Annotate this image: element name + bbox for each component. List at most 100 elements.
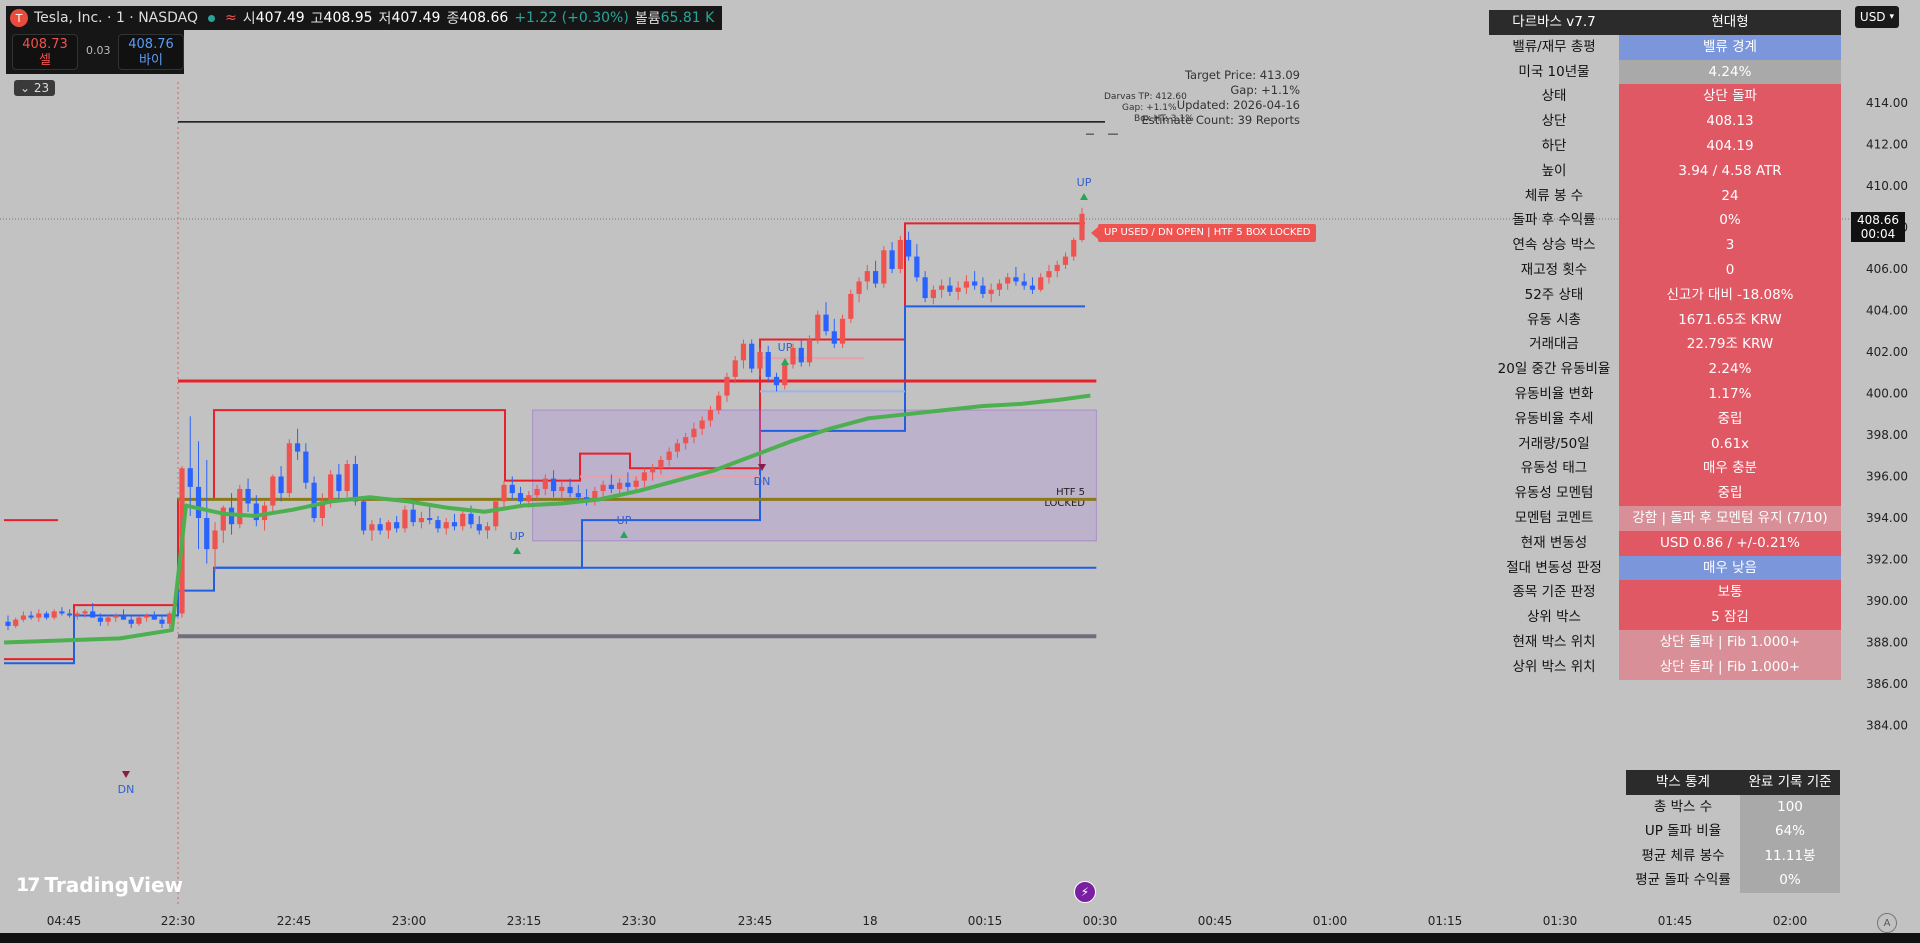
- y-tick-label: 410.00: [1866, 179, 1908, 193]
- panel-row: 높이 3.94 / 4.58 ATR: [1489, 158, 1841, 184]
- candle-body: [765, 352, 771, 377]
- symbol-title[interactable]: Tesla, Inc. · 1 · NASDAQ: [34, 10, 199, 26]
- x-tick-label: 01:00: [1313, 914, 1348, 928]
- x-tick-label: 23:15: [507, 914, 542, 928]
- candle-body: [270, 476, 276, 506]
- candle: [641, 468, 647, 487]
- stats-header: 박스 통계 완료 기록 기준: [1626, 770, 1840, 795]
- candle: [1005, 273, 1011, 290]
- candle-body: [1054, 264, 1060, 272]
- candle-body: [732, 360, 738, 377]
- candle: [501, 480, 507, 510]
- candle: [1038, 273, 1044, 292]
- panel-row-label: 유동성 태그: [1520, 460, 1588, 477]
- tradingview-logo[interactable]: 17 TradingView: [16, 873, 183, 897]
- stats-row-value: 11.11봉: [1740, 843, 1840, 868]
- panel-row-value: 24: [1619, 183, 1841, 209]
- lightning-icon[interactable]: ⚡: [1074, 881, 1096, 903]
- candle-body: [567, 486, 573, 494]
- candle: [914, 244, 920, 282]
- candle-body: [136, 617, 142, 624]
- candle-body: [724, 376, 730, 396]
- candle-body: [394, 522, 400, 529]
- indicator-toggle[interactable]: ⌄ 23: [14, 80, 56, 96]
- candle-body: [237, 488, 243, 525]
- panel-row-value: 상단 돌파 | Fib 1.000+: [1619, 629, 1841, 655]
- candle-body: [592, 491, 598, 500]
- candle: [806, 335, 813, 367]
- candle: [650, 464, 656, 481]
- candle-body: [1046, 271, 1052, 278]
- candle-body: [319, 501, 325, 518]
- candle: [286, 439, 292, 498]
- candle: [90, 603, 96, 618]
- candle: [394, 515, 400, 533]
- candle-body: [59, 611, 65, 614]
- candle-body: [716, 395, 722, 411]
- signal-label: UP: [778, 341, 793, 354]
- candle: [319, 493, 325, 527]
- panel-row-label: 상위 박스: [1527, 609, 1581, 626]
- candle-body: [848, 293, 854, 319]
- candle: [294, 428, 301, 460]
- panel-row: 연속 상승 박스 3: [1489, 233, 1841, 258]
- candle: [1029, 277, 1036, 294]
- candle: [972, 271, 978, 290]
- buy-button[interactable]: 408.76 바이: [118, 34, 184, 70]
- y-tick-label: 386.00: [1866, 677, 1908, 691]
- candle-body: [757, 352, 763, 369]
- panel-row-value: 보통: [1619, 580, 1841, 606]
- candle: [97, 613, 103, 626]
- candle-body: [839, 318, 846, 344]
- candle-body: [13, 619, 19, 626]
- candle: [716, 391, 722, 415]
- target-updated: Updated: 2026-04-16: [1176, 98, 1300, 112]
- candle-body: [1062, 256, 1069, 265]
- candle-body: [476, 524, 482, 531]
- candle-body: [707, 410, 714, 421]
- x-tick-label: 22:45: [277, 914, 312, 928]
- candle-body: [97, 617, 103, 622]
- candle: [336, 464, 342, 500]
- panel-mode: 현대형: [1619, 10, 1841, 35]
- stats-basis: 완료 기록 기준: [1740, 770, 1840, 795]
- panel-row-value: 밸류 경계: [1619, 34, 1841, 60]
- low-value: 407.49: [391, 10, 441, 26]
- candle: [963, 275, 970, 294]
- candle: [59, 607, 65, 616]
- panel-row: 체류 봉 수 24: [1489, 183, 1841, 209]
- candle-body: [159, 619, 165, 624]
- stats-row-value: 0%: [1740, 868, 1840, 893]
- panel-row: 상위 박스 5 잠김: [1489, 605, 1841, 630]
- stats-row-value: 100: [1740, 794, 1840, 819]
- candle-body: [187, 468, 193, 487]
- last-price-tag: 408.66 00:04: [1851, 212, 1905, 242]
- candle-body: [798, 347, 804, 363]
- candle: [245, 478, 251, 512]
- candle-body: [5, 621, 11, 626]
- candle: [600, 480, 606, 498]
- indicator-count: 23: [33, 81, 50, 95]
- candle-body: [881, 250, 887, 284]
- candle-body: [856, 281, 862, 294]
- panel-row-value: 중립: [1619, 406, 1841, 432]
- candle: [674, 439, 681, 458]
- x-tick-label: 01:45: [1658, 914, 1693, 928]
- sma-line: [3, 393, 1091, 645]
- candle-body: [691, 428, 697, 438]
- panel-row-value: 상단 돌파 | Fib 1.000+: [1619, 654, 1841, 680]
- signal-label: UP: [1077, 176, 1092, 189]
- candle-body: [67, 613, 73, 616]
- candle-body: [443, 522, 449, 529]
- candle: [418, 511, 425, 529]
- y-tick-label: 406.00: [1866, 262, 1908, 276]
- chevron-down-icon: ⌄: [20, 81, 34, 95]
- panel-row-label: 현재 박스 위치: [1512, 633, 1596, 650]
- sell-button[interactable]: 408.73 셀: [12, 34, 78, 70]
- panel-row-value: 0.61x: [1619, 431, 1841, 457]
- down-arrow-icon: [758, 464, 766, 471]
- auto-scale-button[interactable]: A: [1877, 913, 1897, 933]
- currency-button[interactable]: USD ▾: [1855, 6, 1899, 28]
- candle-body: [369, 524, 375, 531]
- candle: [823, 302, 829, 336]
